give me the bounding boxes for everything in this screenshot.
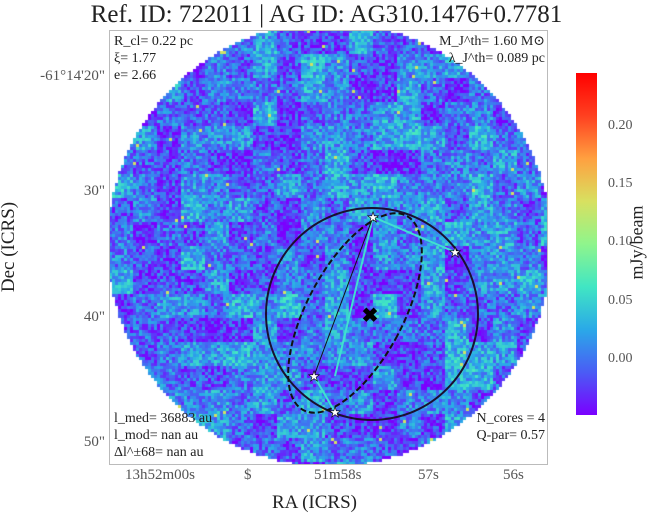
x-axis-label: RA (ICRS) (272, 492, 357, 514)
colorbar-tick: 0.00 (608, 351, 633, 367)
colorbar-tick: 0.15 (608, 176, 633, 192)
colorbar-label: mJy/beam (627, 206, 648, 280)
annotation-bottom-left: l_med= 36883 au l_mod= nan au Δl^±68= nan … (114, 410, 212, 461)
y-axis-label: Dec (ICRS) (0, 202, 20, 292)
plot-frame (109, 30, 548, 465)
y-tick: 50" (84, 434, 105, 451)
y-tick: -61°14'20" (40, 68, 105, 85)
x-tick: 51m58s (314, 467, 362, 484)
y-tick: 40" (84, 309, 105, 326)
x-tick: 57s (418, 467, 439, 484)
annotation-top-right: M_J^th= 1.60 M⊙ λ_J^th= 0.089 pc (439, 33, 545, 67)
colorbar-tick: 0.20 (608, 118, 633, 134)
x-tick: $ (244, 467, 252, 484)
colorbar-tick: 0.05 (608, 293, 633, 309)
annotation-top-left: R_cl= 0.22 pc ξ= 1.77 e= 2.66 (114, 33, 193, 84)
colorbar (576, 73, 597, 415)
figure-title: Ref. ID: 722011 | AG ID: AG310.1476+0.77… (0, 0, 653, 30)
x-tick: 13h52m00s (125, 467, 195, 484)
annotation-bottom-right: N_cores = 4 Q-par= 0.57 (476, 410, 545, 444)
y-tick: 30" (84, 183, 105, 200)
x-tick: 56s (503, 467, 524, 484)
